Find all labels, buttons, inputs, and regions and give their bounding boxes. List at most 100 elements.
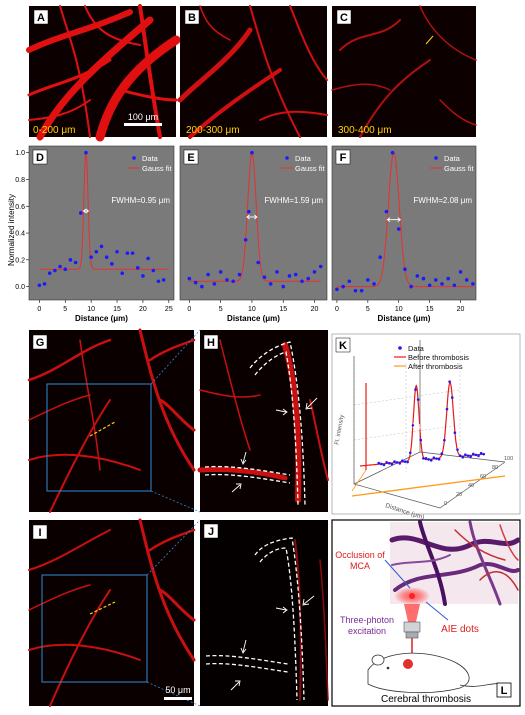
plot-d-legend-data: Data (142, 154, 159, 163)
panel-k-tick-label: 60 (480, 474, 486, 480)
plot-e-xtick-label: 10 (248, 306, 256, 313)
panel-k-data-point (482, 452, 486, 456)
plot-f-legend-data: Data (444, 154, 461, 163)
panel-l-vessel-paths (389, 520, 521, 606)
plot-d-data-point (84, 150, 88, 155)
plot-d-legend-fit: Gauss fit (142, 164, 173, 173)
panel-l-excitation-line1: Three-photon (340, 615, 394, 625)
panel-a: A 0-200 μm 100 μm (26, 4, 181, 142)
plot-f-data-point (403, 267, 407, 272)
panel-l-occlusion-line2: MCA (350, 561, 370, 571)
panel-k-annotation-1: 5.22 μm (402, 421, 429, 430)
panel-i-vessels (28, 518, 196, 707)
panel-k: K Data Before thrombosis After thrombosi… (331, 333, 521, 521)
panel-l-occlusion-pointer (384, 559, 411, 589)
plot-d-data-point (94, 249, 99, 254)
plot-f-data-point (347, 279, 352, 284)
panel-k-data-point (390, 462, 394, 466)
panel-k-tick-label: 0 (444, 501, 447, 507)
plot-e-data-point (293, 272, 298, 277)
panel-j-image (200, 520, 328, 706)
plot-f-fwhm-label: FWHM=2.08 μm (413, 196, 472, 205)
panel-k-data-point (477, 454, 480, 458)
panel-h-vessels (197, 339, 329, 503)
plot-e-data-point (231, 279, 235, 284)
panel-l-aie-pointer (425, 601, 449, 621)
panel-k-ylabel: Fl. intensity (334, 414, 345, 445)
panel-k-data-point (429, 459, 433, 462)
plot-f-data-point (415, 274, 420, 278)
plot-f-data-point (409, 284, 413, 289)
plot-e-data-point (237, 272, 242, 277)
panel-g-vessels (27, 328, 196, 513)
plot-e-xlabel: Distance (μm) (227, 314, 280, 323)
plot-f-xtick-label: 0 (335, 306, 339, 313)
panel-k-legend-after: After thrombosis (408, 362, 463, 371)
plot-e-data-point (268, 282, 273, 286)
plot-f-fwhm-arrowhead-left (386, 217, 391, 223)
panel-i-roi (41, 574, 148, 683)
panel-i-label-box (32, 524, 48, 540)
plot-e-xtick-label: 20 (311, 306, 319, 313)
panel-k-tick-label: 20 (456, 492, 462, 498)
panel-l-aie-dot (409, 593, 415, 599)
panel-k-data-point (448, 380, 451, 383)
plot-e-label: E (187, 152, 194, 164)
plot-d-ytick-label: 0.4 (15, 231, 25, 238)
panel-g-zoom-line-top (150, 329, 201, 385)
panel-j-vessel-outline (205, 537, 305, 701)
panel-j-label-box (203, 523, 219, 539)
plot-e-xtick-label: 5 (219, 306, 223, 313)
plot-e-data-point (250, 150, 254, 155)
plot-e-data-point (287, 274, 292, 278)
panel-i: I (28, 518, 201, 707)
plot-f-area (331, 145, 477, 301)
plot-d-xtick-label: 5 (63, 306, 67, 313)
panel-l-label: L (501, 685, 508, 697)
plot-e-area (179, 145, 328, 301)
panel-b-image (180, 6, 327, 137)
plot-d-label-box (32, 149, 48, 165)
plot-f-xtick-label: 5 (366, 306, 370, 313)
plot-d-xtick-label: 20 (139, 306, 147, 313)
plot-d-ytick-label: 0.2 (15, 257, 25, 264)
panel-l-mouse-head-mark (403, 659, 413, 669)
plot-d-data-point (104, 255, 109, 259)
plot-f-data-point (434, 278, 438, 282)
panel-i-zoom-line-top (146, 519, 201, 576)
plot-e-data-point (262, 275, 267, 280)
panel-i-image (29, 520, 194, 706)
plot-f-data-point (427, 283, 432, 288)
plot-e-data-point (318, 264, 323, 269)
panel-a-depth: 0-200 μm (33, 125, 75, 136)
panel-k-data-point (424, 457, 428, 460)
plot-d-data-point (78, 211, 83, 215)
panel-h-arrows (231, 397, 318, 493)
panel-k-after-curve (351, 475, 506, 497)
plot-d-data-point (47, 271, 52, 276)
plot-f-data-point (378, 255, 383, 259)
panel-k-data-point (464, 453, 467, 456)
plot-f-data-point (471, 282, 475, 286)
panel-k-tick-label: 100 (504, 456, 513, 462)
panel-k-label: K (339, 340, 347, 352)
plot-f-data-point (335, 287, 339, 292)
panel-l-objective (403, 621, 421, 633)
panel-g: G (27, 328, 201, 513)
plot-f-xtick-label: 10 (395, 306, 403, 313)
plot-f-data-point (446, 276, 450, 281)
plot-d-area (28, 145, 175, 301)
plot-d-xtick-label: 25 (165, 306, 173, 313)
panel-c-profile-line (425, 35, 434, 45)
plot-f-data-point (384, 209, 389, 214)
panel-l-mouse-eye (386, 666, 390, 670)
panel-k-data-point (458, 454, 462, 457)
panel-k-data-point (456, 448, 459, 451)
panel-c: C 300-400 μm (331, 5, 477, 138)
panel-c-label-box (336, 9, 352, 25)
panel-a-label: A (37, 12, 45, 24)
panel-a-scale-bar (124, 123, 162, 126)
plot-d-data-point (89, 255, 93, 259)
